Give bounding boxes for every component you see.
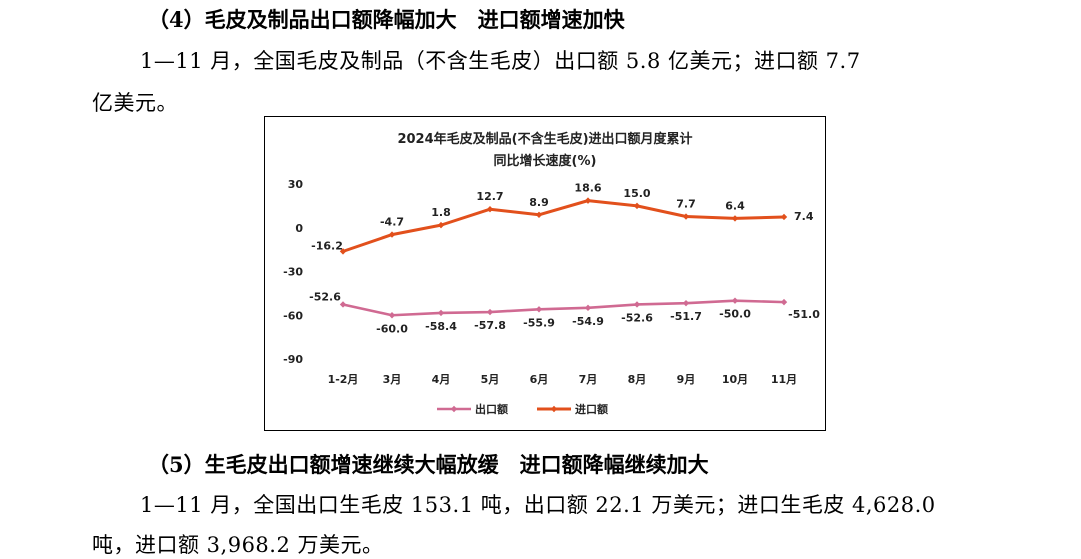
x-tick-label: 3月 [383, 373, 402, 386]
x-tick-label: 4月 [432, 373, 451, 386]
import-data-label: 7.4 [794, 210, 814, 223]
import-data-label: 1.8 [431, 206, 451, 219]
import-data-label: 12.7 [476, 190, 503, 203]
section-5-paragraph-line-2: 吨，进口额 3,968.2 万美元。 [92, 533, 384, 557]
legend-label-import: 进口额 [575, 402, 608, 416]
import-data-label: 6.4 [725, 199, 745, 212]
x-tick-label: 7月 [579, 373, 598, 386]
export-data-label: -57.8 [474, 319, 506, 332]
import-data-label: -4.7 [380, 216, 404, 229]
export-data-point [486, 308, 494, 316]
import-data-point [780, 213, 788, 221]
export-data-label: -51.0 [788, 308, 820, 321]
x-tick-label: 11月 [771, 373, 797, 386]
y-tick-label: -30 [283, 266, 303, 279]
chart: 2024年毛皮及制品(不含生毛皮)进出口额月度累计 同比增长速度(%) 300-… [283, 131, 820, 416]
export-data-label: -60.0 [376, 322, 408, 335]
export-data-point [437, 309, 445, 317]
export-data-label: -54.9 [572, 315, 604, 328]
export-data-label: -52.6 [621, 311, 653, 324]
export-data-label: -55.9 [523, 316, 555, 329]
import-data-point [731, 215, 739, 222]
chart-title-line-1: 2024年毛皮及制品(不含生毛皮)进出口额月度累计 [397, 131, 692, 147]
chart-frame: 2024年毛皮及制品(不含生毛皮)进出口额月度累计 同比增长速度(%) 30 0-… [264, 116, 826, 431]
import-data-label: 18.6 [574, 182, 601, 195]
import-data-label: 7.7 [676, 198, 696, 211]
import-data-label: 8.9 [529, 196, 549, 209]
x-tick-label: 9月 [677, 373, 696, 386]
import-data-label: 15.0 [623, 187, 650, 200]
export-data-point [780, 298, 788, 306]
section-4-heading: （4）毛皮及制品出口额降幅加大 进口额增速加快 [148, 7, 625, 32]
legend-label-export: 出口额 [475, 402, 508, 416]
import-data-point [584, 197, 592, 204]
import-data-point [339, 248, 347, 255]
import-data-point [388, 231, 396, 238]
export-data-label: -58.4 [425, 320, 457, 333]
section-4-paragraph-line-1: 1—11 月，全国毛皮及制品（不含生毛皮）出口额 5.8 亿美元；进口额 7.7 [140, 49, 861, 73]
y-tick-label: 30 [288, 178, 304, 191]
import-data-point [437, 221, 445, 229]
import-data-point [535, 211, 543, 218]
x-tick-label: 1-2月 [328, 373, 359, 386]
y-tick-label: 0 [295, 222, 303, 235]
export-data-point [682, 299, 690, 307]
x-tick-label: 6月 [530, 373, 549, 386]
export-data-point [535, 306, 543, 313]
section-5-heading: （5）生毛皮出口额增速继续大幅放缓 进口额降幅继续加大 [148, 452, 709, 477]
x-tick-label: 10月 [722, 373, 748, 386]
section-4-paragraph-line-2: 亿美元。 [92, 91, 178, 115]
x-tick-label: 8月 [628, 373, 647, 386]
import-data-point [633, 202, 641, 210]
export-data-point [633, 301, 641, 308]
x-tick-label: 5月 [481, 373, 500, 386]
export-data-point [339, 301, 347, 308]
import-data-point [486, 206, 494, 213]
import-series-line [341, 199, 786, 253]
import-data-label: -16.2 [311, 239, 343, 252]
export-data-label: -51.7 [670, 310, 702, 323]
import-data-point [682, 213, 690, 220]
export-data-label: -52.6 [309, 290, 341, 303]
chart-title-line-2: 同比增长速度(%) [494, 153, 597, 169]
legend-marker-export [450, 405, 458, 413]
legend-marker-import [550, 405, 558, 413]
export-series-line [341, 299, 786, 317]
export-data-point [584, 304, 592, 312]
section-5-paragraph-line-1: 1—11 月，全国出口生毛皮 153.1 吨，出口额 22.1 万美元；进口生毛… [140, 493, 936, 517]
y-tick-label: -60 [283, 309, 303, 322]
export-data-point [731, 297, 739, 304]
export-data-point [388, 312, 396, 319]
export-data-label: -50.0 [719, 308, 751, 321]
y-tick-label: -90 [283, 353, 303, 366]
